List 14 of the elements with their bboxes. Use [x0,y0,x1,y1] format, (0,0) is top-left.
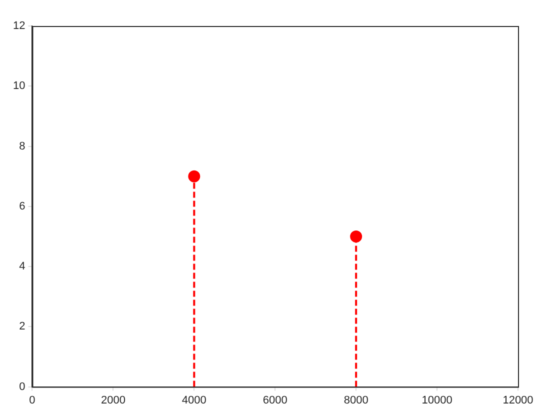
x-tick-label: 4000 [182,394,206,406]
y-tick-label: 2 [19,320,26,333]
x-tick-label: 2000 [100,394,126,406]
x-tick-label: 12000 [502,394,534,406]
y-tick-label: 4 [19,260,26,273]
x-tick-label: 6000 [262,394,288,406]
y-tick-label: 10 [12,80,26,92]
x-tick-label: 0 [29,394,36,406]
y-tick-label: 8 [19,140,26,152]
y-tick-label: 0 [19,380,26,393]
x-tick-label: 8000 [344,394,368,406]
y-tick-label: 6 [19,200,26,212]
x-tick-label: 10000 [422,394,452,406]
y-tick-label: 12 [12,20,26,32]
